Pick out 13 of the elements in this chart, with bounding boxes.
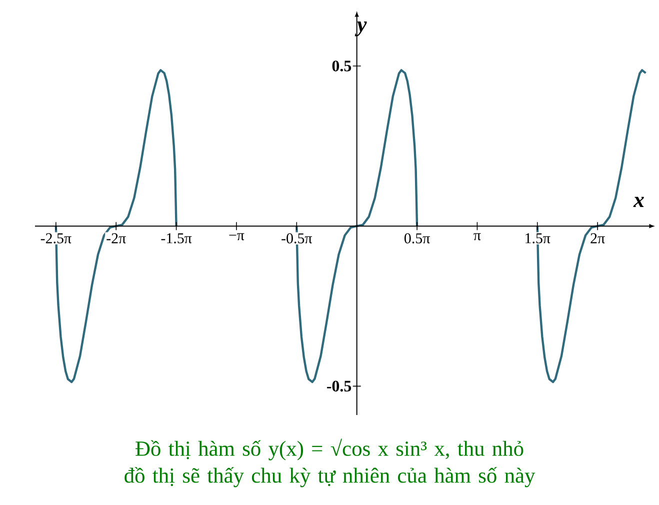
y-tick-label: 0.5 [332, 60, 352, 72]
x-tick-label: 2π [590, 233, 605, 244]
x-tick-label: -0.5π [282, 233, 312, 244]
y-tick-label: -0.5 [326, 380, 352, 392]
text: Đồ thị hàm số y(x) = √cos x sin³ x, thu nhỏ đồ thị sẽ thấy chu kỳ tự nhiên của hàm số này [124, 438, 536, 488]
x-tick-label: −π [229, 233, 244, 240]
x-tick-label: 0.5π [404, 233, 430, 244]
x-tick-label: -1.5π [161, 233, 192, 244]
x-axis-title: x [633, 196, 644, 207]
x-tick-label: -2.5π [40, 233, 72, 244]
x-tick-label: π [474, 233, 481, 240]
x-tick-label: 1.5π [526, 233, 550, 244]
x-tick-label: -2π [106, 233, 126, 244]
